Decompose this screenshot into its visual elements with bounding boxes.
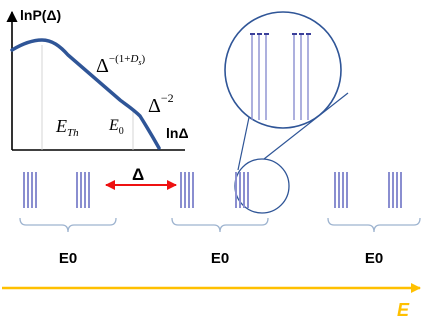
level-cluster — [334, 172, 348, 208]
group-braces — [19, 217, 421, 233]
group-label-1: E0 — [59, 250, 77, 267]
level-cluster — [180, 172, 194, 208]
group-brace — [171, 217, 269, 233]
level-cluster — [23, 172, 37, 208]
y-axis-label: lnP(Δ) — [20, 7, 61, 23]
spacing-indicator: Δ — [105, 165, 177, 190]
e0-plot-label: E0 — [108, 117, 124, 137]
spacing-label: Δ — [132, 165, 144, 184]
energy-level-clusters — [23, 172, 402, 208]
level-cluster — [235, 172, 249, 208]
magnified-view-circle — [224, 11, 342, 129]
inset-plot: lnP(Δ) lnΔ Δ−(1+Ds) Δ−2 ETh E0 — [6, 7, 189, 151]
eth-label: ETh — [55, 116, 79, 139]
level-cluster — [76, 172, 90, 208]
power-law-2-label: Δ−2 — [148, 91, 174, 117]
x-axis-label: lnΔ — [166, 125, 189, 141]
magnifier-connector-right — [263, 92, 349, 160]
magnifier — [224, 11, 349, 214]
group-label-2: E0 — [211, 250, 229, 267]
level-cluster — [388, 172, 402, 208]
group-label-3: E0 — [365, 250, 383, 267]
energy-axis-label: E — [397, 300, 410, 320]
group-brace — [327, 217, 421, 233]
group-brace — [19, 217, 117, 233]
distribution-curve — [10, 38, 161, 150]
power-law-1-label: Δ−(1+Ds) — [96, 53, 146, 77]
magnified-levels — [250, 33, 311, 120]
